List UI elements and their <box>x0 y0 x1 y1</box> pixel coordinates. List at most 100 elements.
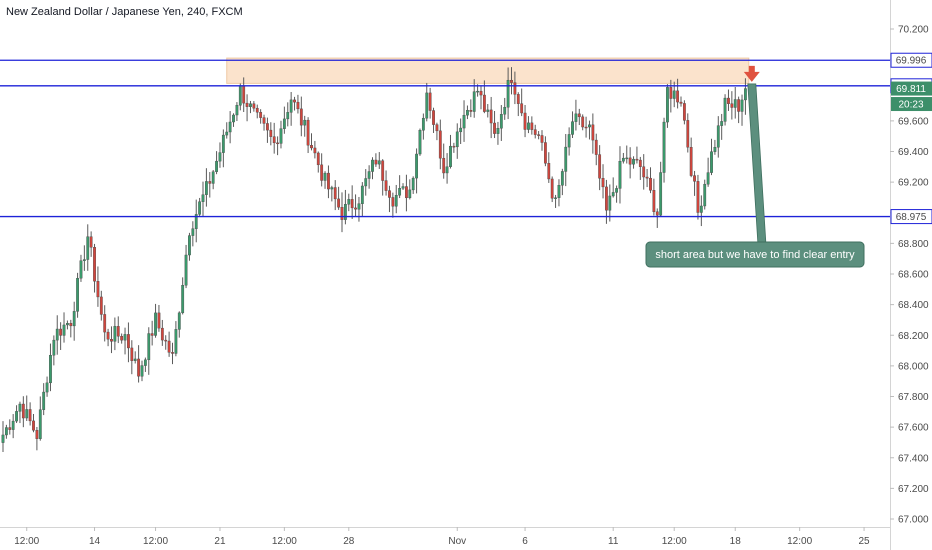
candle-body <box>421 117 425 131</box>
short-arrow-shaft <box>748 65 755 73</box>
horizontal-line-label-box <box>890 209 932 225</box>
candle-body <box>55 328 59 341</box>
candle-body <box>418 130 422 155</box>
candle-body <box>293 99 296 103</box>
candle <box>621 152 625 164</box>
candle-body <box>8 427 12 430</box>
candle-body <box>316 152 320 166</box>
candle <box>177 311 181 338</box>
candle <box>320 153 324 187</box>
candle-body <box>211 171 215 184</box>
candle <box>459 118 463 144</box>
time-axis[interactable]: 12:00 14 12:00 21 12:00 28 Nov 6 11 12:00 18 12:00 2… <box>14 527 870 547</box>
candle-body <box>93 247 96 282</box>
candle <box>544 136 547 167</box>
candle <box>86 224 90 271</box>
candle <box>347 193 351 212</box>
candle-body <box>432 110 435 125</box>
candle <box>45 376 49 397</box>
candle <box>737 96 741 124</box>
candle <box>279 120 283 149</box>
candle <box>147 327 151 375</box>
candle <box>374 153 378 167</box>
candle <box>32 413 35 433</box>
candle-body <box>198 201 202 215</box>
candle-body <box>133 358 137 361</box>
candle <box>123 327 127 355</box>
candle <box>371 157 374 180</box>
candle-body <box>228 121 232 133</box>
y-tick-label: 68.200 <box>898 331 929 342</box>
candle <box>381 159 385 196</box>
candle <box>398 175 402 199</box>
y-tick-label: 69.200 <box>898 178 929 189</box>
candle <box>194 199 198 243</box>
candle-body <box>655 211 659 216</box>
candle <box>727 89 730 111</box>
candle <box>133 351 137 364</box>
candle-body <box>628 157 632 165</box>
horizontal-lines-layer <box>0 59 890 218</box>
candle <box>625 145 629 164</box>
candle <box>327 165 330 199</box>
candle <box>130 340 134 375</box>
candle-body <box>99 296 103 315</box>
chart-title: New Zealand Dollar / Japanese Yen, 240, … <box>6 6 243 18</box>
candle-body <box>442 157 446 174</box>
candle-body <box>255 107 259 113</box>
candle-body <box>235 105 239 116</box>
candle <box>405 174 408 212</box>
candle <box>232 113 235 127</box>
candle <box>713 139 717 155</box>
candle <box>228 111 232 144</box>
candle <box>28 402 32 426</box>
candle-body <box>313 147 317 154</box>
candle-body <box>120 336 124 341</box>
callout-text: short area but we have to find clear ent… <box>655 249 855 261</box>
candle <box>445 153 449 184</box>
candle <box>215 151 218 175</box>
candle <box>496 121 500 145</box>
candle-body <box>266 123 269 131</box>
candle <box>354 194 357 217</box>
candle <box>140 360 144 382</box>
horizontal-line-label: 69.996 <box>896 56 927 67</box>
candle <box>66 320 69 330</box>
candle <box>560 168 564 196</box>
candle <box>164 335 168 350</box>
candle-body <box>550 178 554 199</box>
x-tick-label: 12:00 <box>143 536 168 547</box>
candle <box>632 156 635 169</box>
candle <box>160 319 164 346</box>
candle-body <box>408 189 412 199</box>
candle <box>469 99 473 118</box>
candle-body <box>337 198 341 208</box>
candle <box>411 176 415 194</box>
candle <box>201 181 205 218</box>
candle-body <box>710 151 713 173</box>
candle-body <box>25 409 29 419</box>
candle <box>693 170 696 196</box>
candle-body <box>727 97 730 104</box>
candle-body <box>381 160 385 181</box>
candle-body <box>4 427 8 436</box>
x-tick-label: 18 <box>730 536 742 547</box>
candle <box>252 101 256 112</box>
candle <box>696 174 700 220</box>
candle-body <box>42 391 46 410</box>
candle <box>567 127 571 156</box>
candle-body <box>645 176 649 179</box>
candle-body <box>113 326 117 342</box>
candle <box>337 186 341 210</box>
candle <box>184 244 188 289</box>
candle-body <box>289 99 293 113</box>
candle-body <box>459 127 463 133</box>
candle-body <box>466 109 469 116</box>
candle <box>520 88 524 117</box>
candle-body <box>689 147 693 176</box>
candle <box>611 177 615 198</box>
candle-body <box>696 181 700 213</box>
callout-box <box>645 241 865 268</box>
candle <box>547 152 551 183</box>
